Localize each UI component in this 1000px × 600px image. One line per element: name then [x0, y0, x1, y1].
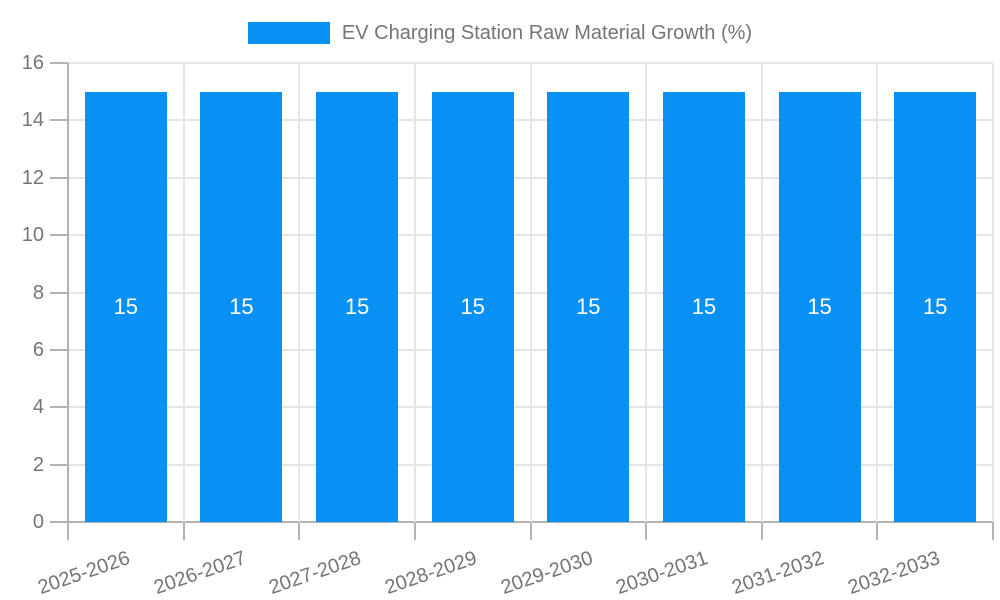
bar-2025-2026: [84, 91, 167, 522]
y-axis-tick-label: 6: [32, 338, 44, 361]
bar-2031-2032: [778, 91, 861, 522]
bar-2029-2030: [547, 91, 630, 522]
bar-value-label: 15: [229, 293, 254, 319]
y-axis-tick-label: 2: [32, 453, 44, 476]
bar-2028-2029: [431, 91, 514, 522]
x-axis-tick-label: 2032-2033: [844, 547, 943, 599]
bar-value-label: 15: [344, 293, 370, 319]
bar-2026-2027: [200, 91, 283, 522]
gridline-vertical: [529, 63, 532, 522]
y-axis-tick-label: 4: [32, 396, 44, 419]
x-tick-mark: [645, 522, 648, 540]
x-axis-tick-label: 2031-2032: [729, 547, 827, 599]
x-axis-tick-label: 2029-2030: [497, 547, 596, 599]
y-tick-mark: [50, 176, 68, 179]
y-axis-tick-label: 14: [21, 109, 44, 132]
x-tick-mark: [182, 522, 185, 540]
y-tick-mark: [50, 348, 68, 351]
bar-value-label: 15: [691, 293, 717, 319]
x-tick-mark: [529, 522, 532, 540]
y-axis-tick-label: 8: [32, 281, 44, 304]
y-tick-mark: [50, 62, 68, 64]
x-tick-mark: [876, 522, 879, 540]
legend[interactable]: EV Charging Station Raw Material Growth …: [0, 20, 1000, 46]
gridline-vertical: [413, 63, 416, 522]
y-tick-mark: [50, 463, 68, 466]
x-axis-tick-label: 2028-2029: [382, 547, 480, 599]
gridline-vertical: [182, 63, 185, 522]
bar-value-label: 15: [922, 293, 948, 319]
y-tick-mark: [50, 234, 68, 237]
gridline-vertical: [876, 63, 879, 522]
x-axis-tick-label: 2030-2031: [613, 547, 712, 599]
y-axis-tick-label: 16: [21, 52, 44, 74]
y-axis-line: [67, 63, 69, 540]
y-axis-tick-label: 10: [21, 224, 44, 247]
gridline-vertical: [298, 63, 301, 522]
x-tick-mark: [992, 522, 994, 540]
x-axis-tick-label: 2025-2026: [35, 547, 133, 599]
bar-2027-2028: [316, 91, 399, 522]
bar-2030-2031: [662, 91, 745, 522]
x-axis-tick-label: 2027-2028: [266, 547, 365, 599]
y-tick-mark: [50, 291, 68, 294]
bar-value-label: 15: [807, 293, 832, 319]
legend-label: EV Charging Station Raw Material Growth …: [341, 21, 753, 44]
gridline-vertical: [645, 63, 648, 522]
gridline-vertical: [760, 63, 763, 522]
x-tick-mark: [760, 522, 763, 540]
y-axis-tick-label: 0: [32, 511, 44, 533]
plot-area: 0 2 4 6 8 10 12 14 16 15 2025-2026 15 2026-2027 15 202…: [22, 52, 994, 599]
y-tick-mark: [50, 406, 68, 409]
y-tick-mark: [50, 521, 68, 523]
x-axis-tick-label: 2026-2027: [150, 547, 249, 599]
bar-value-label: 15: [576, 293, 601, 319]
bar-value-label: 15: [113, 293, 139, 319]
gridline-vertical: [992, 63, 994, 522]
y-axis-tick-label: 12: [21, 166, 44, 189]
y-tick-mark: [50, 119, 68, 122]
bar-value-label: 15: [460, 293, 485, 319]
x-tick-mark: [298, 522, 301, 540]
legend-swatch: [247, 22, 330, 44]
x-tick-mark: [413, 522, 416, 540]
bar-2032-2033: [894, 91, 977, 522]
